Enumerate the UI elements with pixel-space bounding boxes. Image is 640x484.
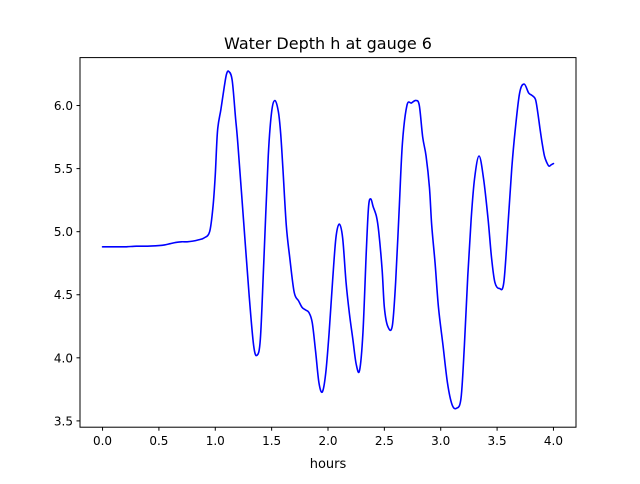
axes-background — [80, 57, 576, 428]
y-axis: 3.5 4.0 4.5 5.0 5.5 6.0 — [54, 99, 80, 428]
x-tick-label: 4.0 — [544, 434, 563, 448]
x-tick-label: 1.5 — [262, 434, 281, 448]
y-tick-label: 3.5 — [54, 414, 73, 428]
y-tick-label: 4.5 — [54, 288, 73, 302]
x-tick-label: 1.0 — [206, 434, 225, 448]
y-tick-label: 4.0 — [54, 351, 73, 365]
series-line-0 — [101, 70, 555, 410]
chart-title: Water Depth h at gauge 6 — [224, 34, 432, 53]
y-tick-label: 6.0 — [54, 99, 73, 113]
x-tick-label: 2.0 — [318, 434, 337, 448]
series-layer — [101, 70, 555, 410]
plot-area — [79, 57, 577, 428]
x-tick-label: 0.0 — [93, 434, 112, 448]
x-tick-label: 3.0 — [431, 434, 450, 448]
x-tick-label: 3.5 — [488, 434, 507, 448]
y-tick-label: 5.0 — [54, 225, 73, 239]
x-axis-label: hours — [310, 457, 347, 472]
y-tick-label: 5.5 — [54, 162, 73, 176]
x-tick-label: 0.5 — [149, 434, 168, 448]
x-tick-label: 2.5 — [375, 434, 394, 448]
x-axis: 0.0 0.5 1.0 1.5 2.0 2.5 3.0 3.5 4.0 — [93, 427, 563, 448]
